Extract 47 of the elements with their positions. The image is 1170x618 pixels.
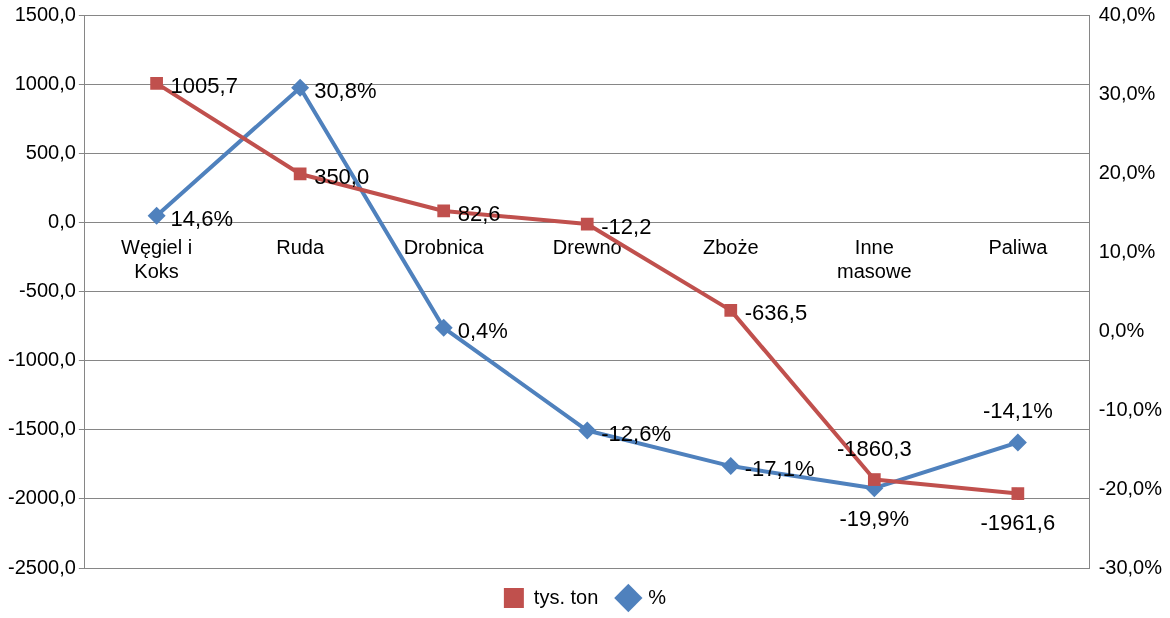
y-tick-label: 1500,0 — [14, 2, 76, 25]
point — [580, 217, 594, 231]
x-tick-label: Węgiel i Koks — [121, 235, 193, 282]
y-tick-label: -2500,0 — [7, 555, 76, 578]
y2-tick-label: -20,0% — [1098, 476, 1163, 499]
legend-label: % — [648, 585, 667, 608]
point — [578, 421, 597, 440]
point — [867, 473, 881, 486]
y2-tick-label: 30,0% — [1098, 81, 1156, 104]
x-tick-label: Zboże — [702, 235, 759, 258]
x-tick-label: Ruda — [276, 235, 325, 258]
y-tick-label: 0,0 — [48, 209, 76, 232]
y-tick-label: -500,0 — [19, 279, 76, 302]
point — [434, 318, 453, 337]
data-label: -636,5 — [744, 300, 808, 326]
y-tick-label: -2000,0 — [7, 486, 76, 509]
y-tick-label: -1000,0 — [7, 348, 76, 371]
data-label: 0,4% — [457, 317, 508, 343]
data-label: -1961,6 — [980, 509, 1056, 535]
y2-tick-label: -10,0% — [1098, 397, 1163, 420]
x-tick-label: Inne masowe — [837, 235, 912, 282]
legend-label: tys. ton — [533, 585, 599, 608]
data-label: 1005,7 — [170, 73, 238, 99]
y-tick-label: 1000,0 — [14, 71, 76, 94]
y2-tick-label: 0,0% — [1098, 318, 1145, 341]
point — [1011, 487, 1025, 500]
data-label: -19,9% — [839, 506, 910, 532]
point — [724, 304, 738, 317]
x-tick-label: Drobnica — [403, 235, 485, 258]
y-tick-label: -1500,0 — [7, 417, 76, 440]
data-label: -12,6% — [601, 420, 671, 446]
y2-tick-label: -30,0% — [1098, 555, 1163, 578]
point — [150, 76, 163, 90]
x-tick-label: Paliwa — [988, 235, 1049, 258]
data-label: -14,1% — [983, 398, 1053, 424]
y-tick-label: 500,0 — [25, 140, 76, 163]
point — [291, 78, 310, 97]
y2-tick-label: 20,0% — [1098, 160, 1156, 183]
point — [437, 204, 451, 218]
y2-tick-label: 40,0% — [1098, 2, 1156, 25]
y2-tick-label: 10,0% — [1098, 239, 1156, 262]
data-label: 30,8% — [314, 77, 377, 103]
point — [1008, 433, 1027, 452]
point — [293, 167, 307, 181]
point — [721, 457, 740, 476]
data-label: 14,6% — [170, 205, 233, 231]
point — [147, 206, 166, 225]
